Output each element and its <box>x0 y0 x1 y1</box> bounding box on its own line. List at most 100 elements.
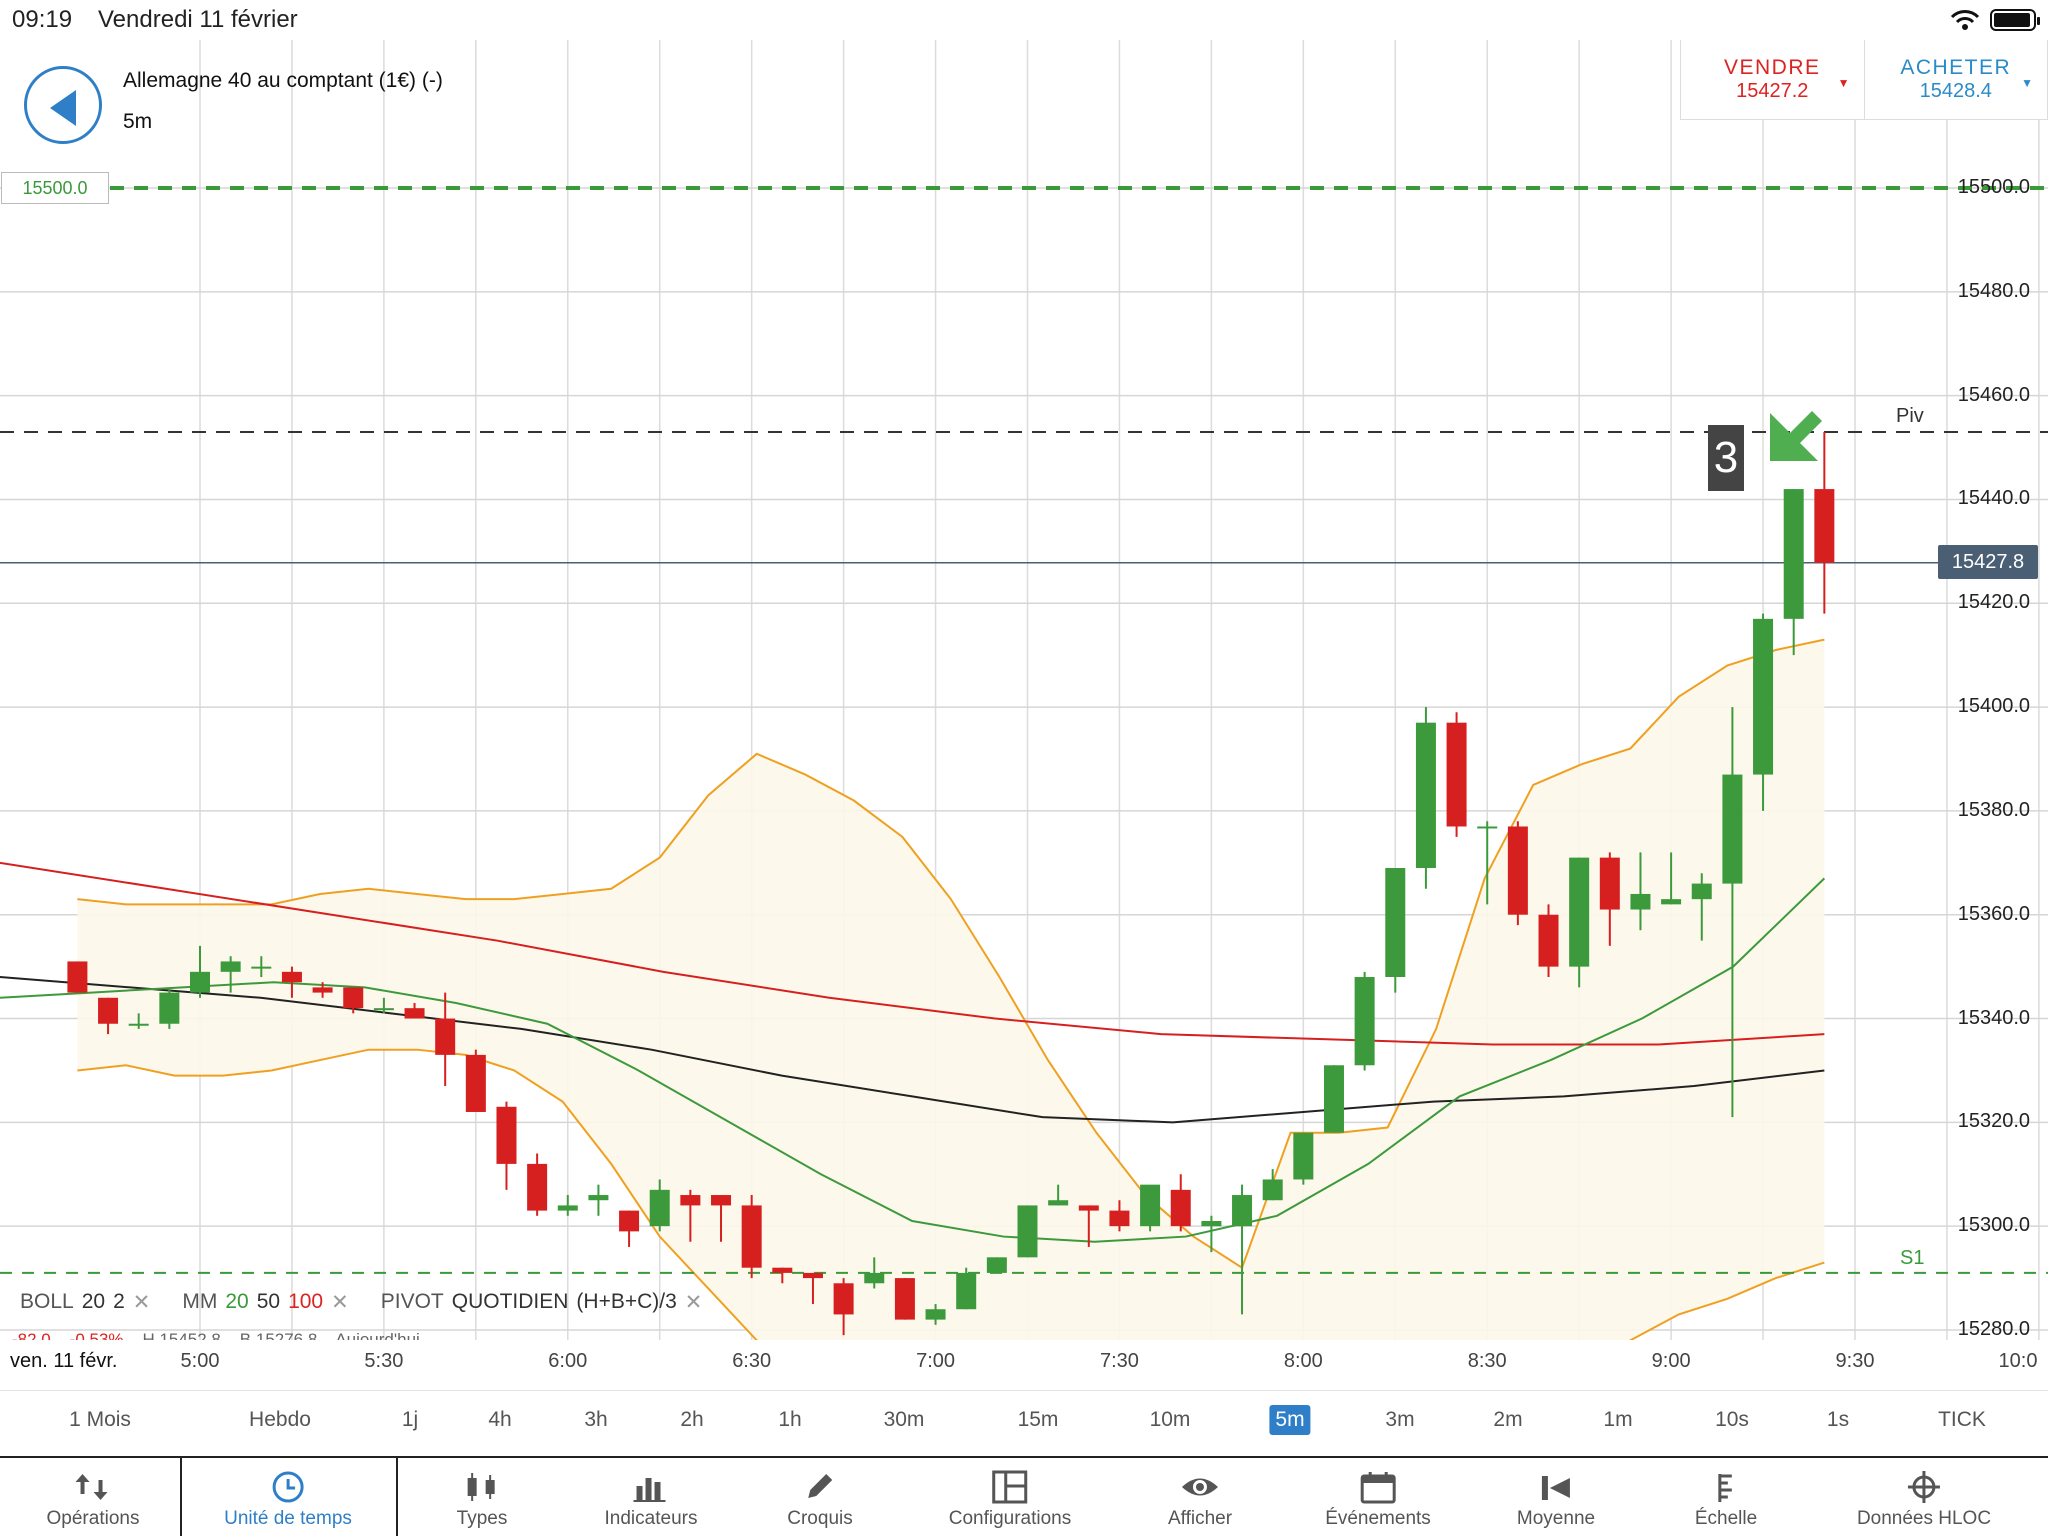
back-button[interactable] <box>24 66 102 144</box>
candle-body <box>619 1210 640 1232</box>
buy-button[interactable]: ACHETER 15428.4 ▼ <box>1863 40 2048 119</box>
toolbar-updown-arrows-button[interactable]: Opérations <box>46 1458 140 1536</box>
legend-boll[interactable]: BOLL <box>20 1290 74 1313</box>
signal-arrow-icon <box>1770 411 1822 461</box>
timeframe-tick[interactable]: TICK <box>1938 1408 1986 1431</box>
candle-body <box>557 1205 578 1211</box>
candle-body <box>864 1272 885 1284</box>
sub-pct: -0.53% <box>69 1330 124 1342</box>
buy-price: 15428.4 <box>1919 80 1992 102</box>
candle-body <box>680 1195 701 1206</box>
candle-body <box>1538 914 1559 967</box>
sub-low: B 15276.8 <box>239 1330 318 1342</box>
price-tick-label: 15380.0 <box>1957 798 2030 821</box>
timeframe-3m[interactable]: 3m <box>1385 1408 1415 1431</box>
wifi-icon <box>1950 10 1980 30</box>
level-tag[interactable]: 15500.0 <box>1 172 109 204</box>
candle-body <box>956 1272 977 1310</box>
timeframe-10m[interactable]: 10m <box>1149 1408 1191 1431</box>
candle-body <box>67 961 88 993</box>
toolbar-label: Opérations <box>46 1508 140 1529</box>
candle-body <box>373 1008 394 1011</box>
bar-chart-icon <box>633 1478 666 1502</box>
pivot-label: Piv <box>1896 405 1924 427</box>
toolbar-layout-button[interactable]: Configurations <box>949 1458 1071 1536</box>
timeframe-2h[interactable]: 2h <box>680 1408 704 1431</box>
instrument-title: Allemagne 40 au comptant (1€) (-) <box>123 69 443 92</box>
price-tick-label: 15420.0 <box>1957 591 2030 614</box>
bollinger-lower-line <box>77 1048 1825 1340</box>
timeframe-4h[interactable]: 4h <box>488 1408 512 1431</box>
candle-body <box>1599 857 1620 910</box>
layout-icon <box>992 1470 1028 1504</box>
battery-icon <box>1990 9 2040 31</box>
timeframe-5m[interactable]: 5m <box>1269 1405 1311 1435</box>
timeframe-30m[interactable]: 30m <box>883 1408 925 1431</box>
candle-body <box>343 987 364 1009</box>
time-tick-label: 7:00 <box>916 1350 956 1372</box>
ma20-line <box>0 877 1826 1243</box>
candle-body <box>1814 489 1835 563</box>
clock-icon <box>272 1471 304 1503</box>
timeframe-3h[interactable]: 3h <box>584 1408 608 1431</box>
time-tick-label: 5:30 <box>364 1350 404 1372</box>
timeframe-1s[interactable]: 1s <box>1826 1408 1850 1431</box>
candle-body <box>1477 826 1498 829</box>
ma50-line <box>0 976 1825 1124</box>
toolbar-label: Afficher <box>1167 1508 1233 1529</box>
legend-pivot[interactable]: PIVOT <box>380 1290 444 1313</box>
candle-body <box>435 1018 456 1055</box>
timeframe-1m[interactable]: 1m <box>1603 1408 1633 1431</box>
timeframe-2m[interactable]: 2m <box>1493 1408 1523 1431</box>
timeframe-1h[interactable]: 1h <box>778 1408 802 1431</box>
toolbar-average-button[interactable]: Moyenne <box>1517 1458 1595 1536</box>
candle-body <box>281 971 302 983</box>
candle-body <box>251 966 272 969</box>
legend-pivot-p1: QUOTIDIEN <box>451 1290 569 1313</box>
price-tick-label: 15320.0 <box>1957 1110 2030 1133</box>
bollinger-upper-line <box>77 638 1825 1270</box>
status-time: 09:19 <box>12 6 73 33</box>
sell-button[interactable]: VENDRE 15427.2 ▼ <box>1681 40 1864 119</box>
candle-body <box>1109 1210 1130 1227</box>
time-tick-label: 9:00 <box>1651 1350 1691 1372</box>
legend-sub: -82.0 -0.53% H 15452.8 B 15276.8 Aujourd… <box>12 1330 420 1342</box>
candle-body <box>1262 1179 1283 1201</box>
chart-canvas[interactable] <box>0 40 2048 1340</box>
back-arrow-icon <box>50 90 76 126</box>
toolbar-clock-button[interactable]: Unité de temps <box>224 1458 352 1536</box>
candle-body <box>1293 1132 1314 1180</box>
toolbar-scale-button[interactable]: Échelle <box>1695 1458 1757 1536</box>
timeframe-hebdo[interactable]: Hebdo <box>249 1408 311 1431</box>
legend-boll-p1: 20 <box>81 1290 106 1313</box>
sell-price: 15427.2 <box>1736 80 1809 102</box>
price-tick-label: 15500.0 <box>1957 176 2030 198</box>
candle-body <box>802 1272 823 1279</box>
remove-mm-icon[interactable]: ✕ <box>331 1290 349 1314</box>
candle-body <box>1783 489 1804 619</box>
toolbar-eye-button[interactable]: Afficher <box>1168 1458 1232 1536</box>
remove-pivot-icon[interactable]: ✕ <box>684 1290 703 1314</box>
candle-body <box>649 1189 670 1227</box>
indicator-legend: BOLL 20 2 ✕ MM 20 50 100 ✕ PIVOT QUOTIDI… <box>0 1284 800 1320</box>
price-chart[interactable] <box>0 40 2048 1340</box>
time-tick-label: 6:30 <box>732 1350 772 1372</box>
s1-label: S1 <box>1900 1247 1925 1269</box>
average-icon <box>1541 1476 1570 1500</box>
timeframe-10s[interactable]: 10s <box>1715 1408 1749 1431</box>
legend-mm-p2: 50 <box>256 1290 281 1313</box>
candle-body <box>1753 618 1774 775</box>
timeframe-1j[interactable]: 1j <box>401 1408 419 1431</box>
toolbar-crosshair-button[interactable]: Données HLOC <box>1857 1458 1991 1536</box>
legend-mm[interactable]: MM <box>182 1290 218 1313</box>
sub-high: H 15452.8 <box>142 1330 221 1342</box>
toolbar-calendar-button[interactable]: Événements <box>1325 1458 1431 1536</box>
timeframe-15m[interactable]: 15m <box>1017 1408 1059 1431</box>
toolbar-pencil-button[interactable]: Croquis <box>787 1458 853 1536</box>
time-tick-label: 9:30 <box>1835 1350 1875 1372</box>
time-tick-label: 8:30 <box>1467 1350 1507 1372</box>
remove-boll-icon[interactable]: ✕ <box>132 1290 151 1314</box>
toolbar-candles-button[interactable]: Types <box>457 1458 507 1536</box>
timeframe-1-mois[interactable]: 1 Mois <box>69 1408 131 1431</box>
toolbar-bar-chart-button[interactable]: Indicateurs <box>605 1458 697 1536</box>
